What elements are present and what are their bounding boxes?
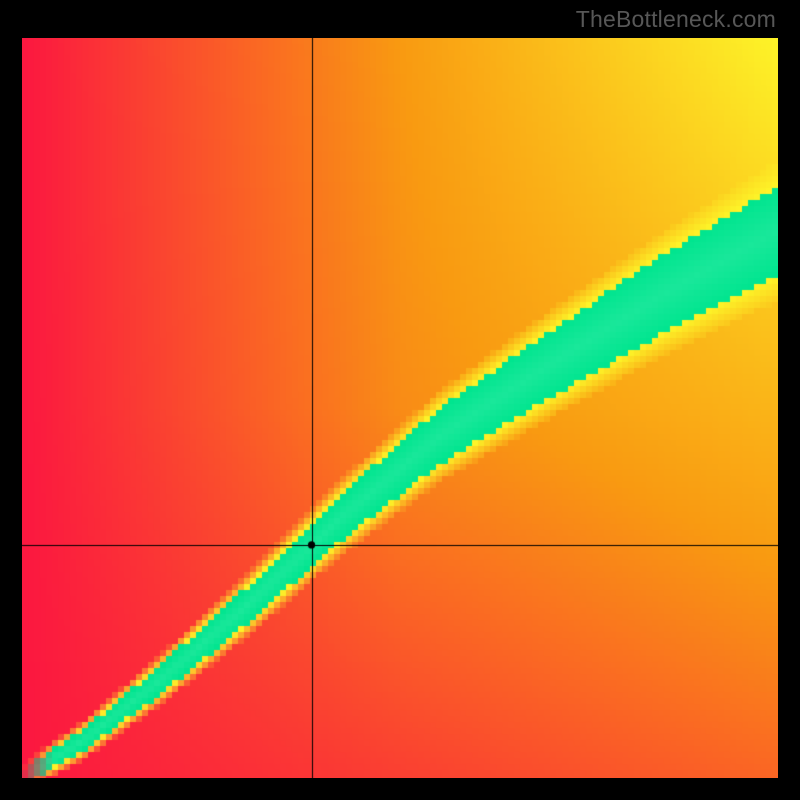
bottleneck-heatmap xyxy=(22,38,778,778)
outer-frame: TheBottleneck.com xyxy=(0,0,800,800)
plot-area xyxy=(22,38,778,778)
watermark-text: TheBottleneck.com xyxy=(576,6,776,33)
